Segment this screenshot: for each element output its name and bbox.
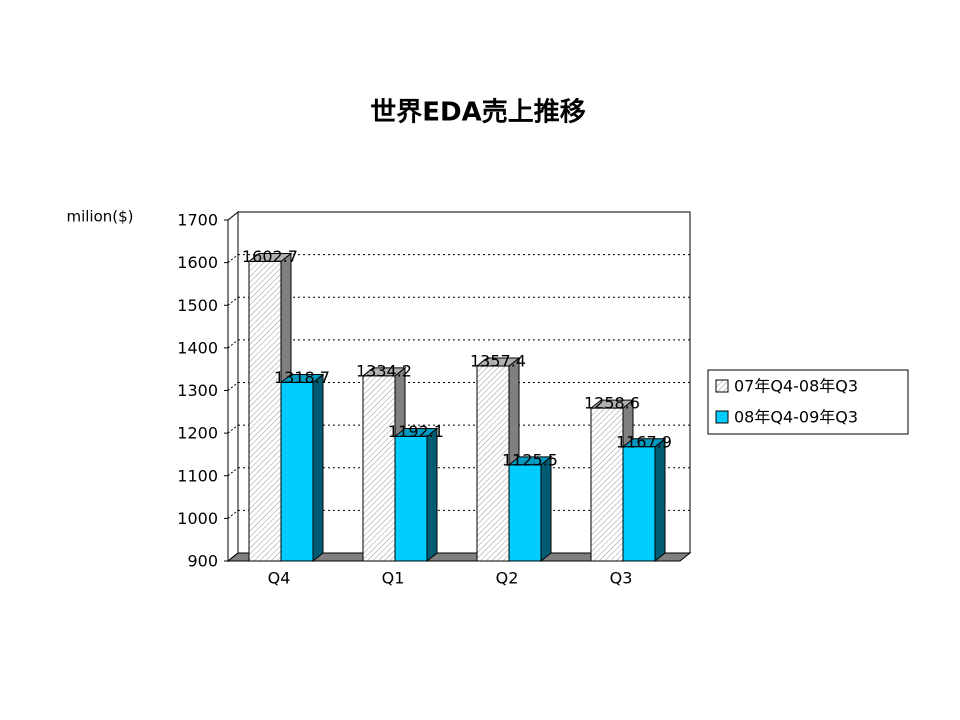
left-wall (227, 210, 239, 563)
bar (622, 446, 656, 562)
y-tick-label: 1400 (177, 338, 218, 357)
x-tick-label: Q1 (382, 569, 405, 588)
x-tick-label: Q2 (496, 569, 519, 588)
bar-side (540, 455, 552, 563)
bar (590, 407, 624, 562)
data-label: 1357.4 (470, 352, 526, 371)
legend-label: 07年Q4-08年Q3 (734, 377, 858, 396)
legend-swatch (715, 379, 729, 393)
legend-label: 08年Q4-09年Q3 (734, 408, 858, 427)
bar (362, 375, 396, 562)
bar (248, 260, 282, 562)
data-label: 1602.7 (242, 247, 298, 266)
data-label: 1192.1 (388, 422, 444, 441)
data-label: 1334.2 (356, 361, 412, 380)
y-tick-label: 1600 (177, 253, 218, 272)
y-axis-label: milion($) (66, 208, 133, 226)
bar (280, 382, 314, 562)
data-label: 1318.7 (274, 368, 330, 387)
y-tick-label: 1200 (177, 424, 218, 443)
data-label: 1125.5 (502, 450, 558, 469)
bar-side (654, 437, 666, 563)
bar-side (426, 427, 438, 563)
bar-side (312, 373, 324, 563)
data-label: 1167.9 (616, 432, 672, 451)
y-tick-label: 1700 (177, 211, 218, 230)
chart-title: 世界EDA売上推移 (370, 98, 585, 128)
bar (476, 365, 510, 562)
y-tick-label: 1300 (177, 381, 218, 400)
data-label: 1258.6 (584, 394, 640, 413)
bar (508, 464, 542, 562)
y-tick-label: 1100 (177, 466, 218, 485)
y-tick-label: 1500 (177, 296, 218, 315)
y-tick-label: 1000 (177, 509, 218, 528)
x-tick-label: Q4 (268, 569, 291, 588)
x-tick-label: Q3 (610, 569, 633, 588)
y-tick-label: 900 (187, 552, 218, 571)
legend-swatch (715, 410, 729, 424)
legend-box (707, 369, 909, 435)
bar (394, 435, 428, 562)
